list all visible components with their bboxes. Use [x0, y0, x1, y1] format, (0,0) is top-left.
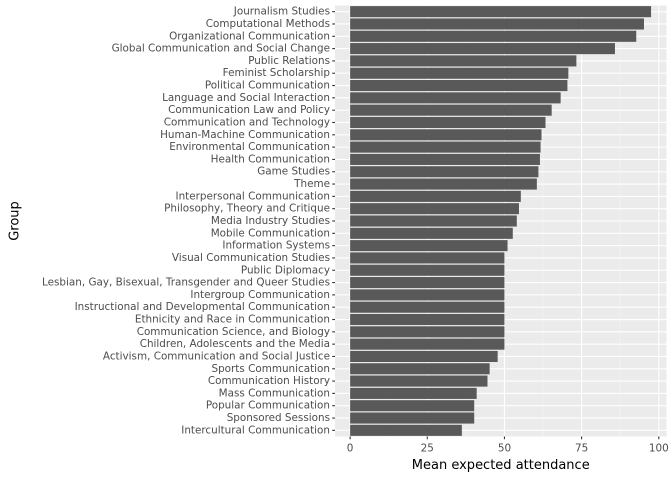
y-tick-label: Mass Communication: [219, 387, 330, 399]
x-tick-label: 75: [575, 443, 588, 455]
y-tick-label: Sponsored Sessions: [227, 412, 330, 424]
bar: [350, 350, 498, 362]
bar: [350, 6, 652, 18]
y-tick-label: Feminist Scholarship: [223, 67, 331, 79]
bar: [350, 80, 568, 92]
y-tick-label: Sports Communication: [211, 363, 330, 375]
bar: [350, 190, 521, 202]
bar: [350, 412, 475, 424]
y-tick-label: Political Communication: [205, 80, 330, 92]
y-tick-label: Public Diplomacy: [241, 264, 330, 276]
bar: [350, 277, 505, 289]
bar: [350, 55, 577, 67]
y-tick-label: Media Industry Studies: [211, 215, 330, 227]
bar: [350, 313, 505, 326]
bar: [350, 104, 552, 116]
y-tick-label: Global Communication and Social Change: [112, 43, 330, 55]
bar: [350, 18, 644, 30]
x-tick-label: 50: [498, 443, 511, 455]
bar-layer: [350, 6, 652, 436]
bar: [350, 375, 488, 387]
y-tick-label: Game Studies: [257, 166, 330, 178]
bar: [350, 363, 490, 375]
y-tick-label: Communication Science, and Biology: [137, 326, 330, 338]
bar: [350, 424, 462, 436]
y-tick-label: Lesbian, Gay, Bisexual, Transgender and …: [42, 277, 330, 289]
y-tick-label: Instructional and Developmental Communic…: [75, 301, 330, 313]
y-tick-label: Communication and Technology: [164, 116, 330, 128]
bar: [350, 215, 517, 227]
bar: [350, 252, 505, 264]
bar: [350, 141, 541, 153]
y-tick-label: Computational Methods: [206, 18, 330, 30]
x-tick-label: 25: [421, 443, 434, 455]
y-tick-label: Human-Machine Communication: [160, 129, 330, 141]
y-tick-label: Information Systems: [222, 240, 330, 252]
bar: [350, 166, 539, 178]
bar: [350, 153, 540, 165]
bar: [350, 203, 519, 215]
y-tick-label: Health Communication: [211, 153, 330, 165]
y-tick-label: Mobile Communication: [211, 227, 330, 239]
bar: [350, 400, 475, 412]
bar: [350, 129, 542, 141]
bar: [350, 264, 505, 276]
bar: [350, 116, 546, 129]
bar: [350, 387, 477, 399]
bar: [350, 289, 505, 301]
y-tick-label: Organizational Communication: [169, 30, 330, 42]
x-tick-label: 100: [649, 443, 669, 455]
bar: [350, 338, 505, 350]
y-tick-label: Intercultural Communication: [181, 424, 330, 436]
x-tick-label: 0: [347, 443, 354, 455]
bar: [350, 67, 569, 79]
y-tick-label: Environmental Communication: [169, 141, 330, 153]
y-tick-label: Journalism Studies: [233, 6, 330, 18]
y-tick-label: Ethnicity and Race in Communication: [135, 314, 330, 326]
y-axis-title: Group: [8, 201, 23, 241]
bar: [350, 227, 513, 239]
y-tick-label: Activism, Communication and Social Justi…: [103, 350, 330, 362]
x-tick-layer: 0 25 50 75 100: [347, 436, 669, 455]
y-tick-label: Communication History: [208, 375, 330, 387]
bar: [350, 301, 505, 313]
y-tick-label: Theme: [293, 178, 330, 190]
bar: [350, 326, 505, 338]
y-tick-label: Intergroup Communication: [190, 289, 330, 301]
y-tick-label: Visual Communication Studies: [172, 252, 330, 264]
bar: [350, 178, 537, 190]
x-axis-title: Mean expected attendance: [412, 458, 590, 473]
bar: [350, 30, 637, 42]
bar: [350, 240, 508, 252]
bar: [350, 43, 615, 55]
bar: [350, 92, 561, 104]
y-tick-label: Popular Communication: [206, 400, 330, 412]
y-tick-label: Language and Social Interaction: [162, 92, 330, 104]
y-tick-label: Communication Law and Policy: [168, 104, 330, 116]
y-tick-label: Interpersonal Communication: [176, 190, 330, 202]
y-tick-label: Children, Adolescents and the Media: [140, 338, 330, 350]
y-tick-label: Public Relations: [248, 55, 330, 67]
y-tick-label: Philosophy, Theory and Critique: [164, 203, 330, 215]
